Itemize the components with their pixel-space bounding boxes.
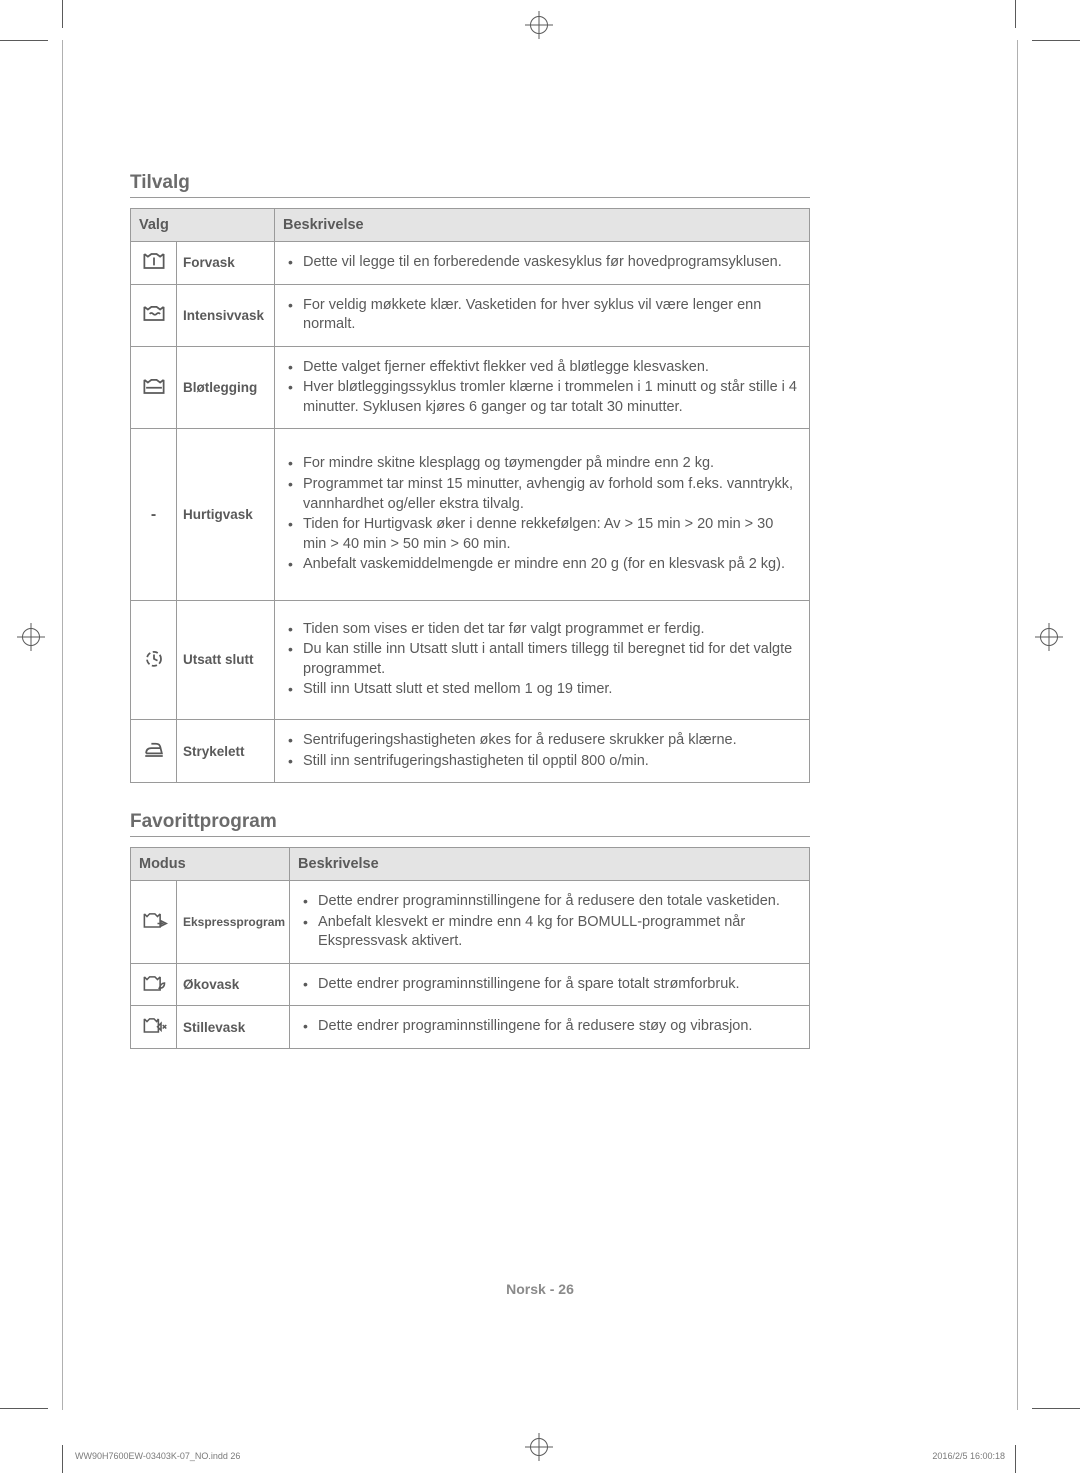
table-row: Økovask Dette endrer programinnstillinge… [131,963,810,1006]
option-name: Utsatt slutt [177,600,275,719]
crop-mark [1015,0,1016,28]
page-footer: Norsk - 26 [0,1281,1080,1297]
option-name: Intensivvask [177,284,275,346]
option-desc: Dette vil legge til en forberedende vask… [275,242,810,285]
option-desc: For mindre skitne klesplagg og tøymengde… [275,429,810,600]
mode-desc: Dette endrer programinnstillingene for å… [290,963,810,1006]
eco-icon [131,963,177,1006]
col-header-modus: Modus [131,848,290,881]
option-desc: Sentrifugeringshastigheten økes for å re… [275,720,810,783]
registration-mark [530,1438,548,1456]
page-content: Tilvalg Valg Beskrivelse Forvask Dette v… [130,172,810,1049]
imprint-timestamp: 2016/2/5 16:00:18 [932,1451,1005,1461]
mode-desc: Dette endrer programinnstillingene for å… [290,1006,810,1049]
crop-mark [1032,1408,1080,1409]
option-desc: Dette valget fjerner effektivt flekker v… [275,346,810,429]
prewash-icon [131,242,177,285]
registration-mark [530,16,548,34]
quiet-icon [131,1006,177,1049]
registration-mark [22,628,40,646]
section-title-tilvalg: Tilvalg [130,172,810,198]
crop-mark [62,1445,63,1473]
footer-page: 26 [558,1281,574,1297]
crop-mark [0,40,48,41]
option-name: Hurtigvask [177,429,275,600]
mode-desc: Dette endrer programinnstillingene for å… [290,881,810,964]
easy-iron-icon [131,720,177,783]
delay-end-icon [131,600,177,719]
table-row: Forvask Dette vil legge til en forberede… [131,242,810,285]
imprint-file: WW90H7600EW-03403K-07_NO.indd 26 [75,1451,240,1461]
quickwash-icon: - [131,429,177,600]
table-row: Bløtlegging Dette valget fjerner effekti… [131,346,810,429]
tilvalg-table: Valg Beskrivelse Forvask Dette vil legge… [130,208,810,783]
crop-mark [62,0,63,28]
soak-icon [131,346,177,429]
registration-mark [1040,628,1058,646]
option-name: Bløtlegging [177,346,275,429]
mode-name: Stillevask [177,1006,290,1049]
crop-mark [0,1408,48,1409]
table-row: Strykelett Sentrifugeringshastigheten øk… [131,720,810,783]
option-desc: For veldig møkkete klær. Vasketiden for … [275,284,810,346]
footer-lang: Norsk [506,1281,546,1297]
mode-name: Økovask [177,963,290,1006]
express-icon [131,881,177,964]
table-row: Utsatt slutt Tiden som vises er tiden de… [131,600,810,719]
table-row: - Hurtigvask For mindre skitne klesplagg… [131,429,810,600]
section-title-favoritt: Favorittprogram [130,811,810,837]
table-row: Stillevask Dette endrer programinnstilli… [131,1006,810,1049]
option-name: Strykelett [177,720,275,783]
mode-name: Ekspressprogram [177,881,290,964]
favoritt-table: Modus Beskrivelse Ekspressprogram Dette … [130,847,810,1049]
option-desc: Tiden som vises er tiden det tar før val… [275,600,810,719]
col-header-beskrivelse: Beskrivelse [275,209,810,242]
col-header-valg: Valg [131,209,275,242]
crop-mark [1015,1445,1016,1473]
crop-mark [1032,40,1080,41]
intensive-icon [131,284,177,346]
option-name: Forvask [177,242,275,285]
table-row: Ekspressprogram Dette endrer programinns… [131,881,810,964]
col-header-beskrivelse: Beskrivelse [290,848,810,881]
table-row: Intensivvask For veldig møkkete klær. Va… [131,284,810,346]
